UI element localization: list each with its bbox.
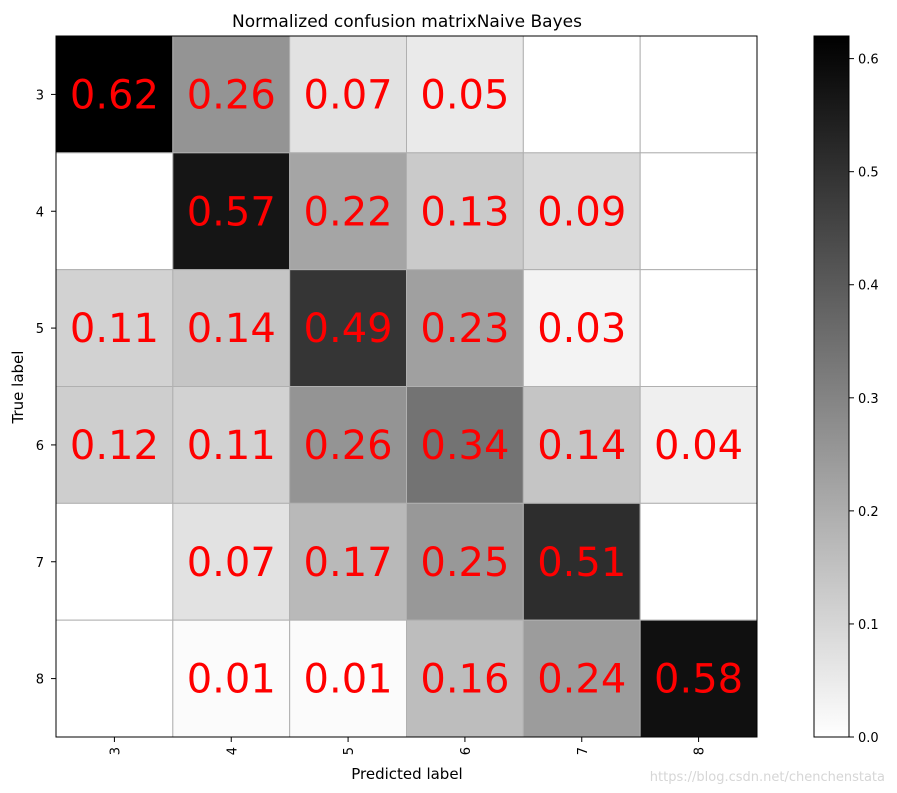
- colorbar-tick-label: 0.0: [858, 731, 879, 746]
- x-tick-label: 5: [342, 747, 357, 755]
- cell-value-label: 0.03: [537, 306, 626, 352]
- cell-value-label: 0.49: [304, 306, 393, 352]
- y-tick-label: 4: [36, 205, 44, 220]
- y-axis-ticks: 3 4 5 6 7 8: [36, 88, 56, 688]
- x-tick-label: 3: [108, 747, 123, 755]
- cell-value-label: 0.14: [187, 306, 276, 352]
- chart-title: Normalized confusion matrixNaive Bayes: [232, 12, 582, 32]
- cell-value-label: 0.12: [70, 423, 159, 469]
- heatmap-cell: [639, 619, 758, 738]
- plot-frame: [55, 35, 758, 738]
- heatmap-cell: [639, 152, 758, 271]
- cell-value-label: 0.13: [420, 189, 509, 235]
- heatmap-cell: [55, 152, 174, 271]
- heatmap-cell: [639, 269, 758, 387]
- colorbar-tick-label: 0.3: [858, 392, 879, 407]
- cell-value-label: 0.01: [304, 657, 393, 703]
- heatmap-cell-labels: 0.62 0.26 0.07 0.05 0.57 0.22 0.13 0.09 0.11 0.14…: [70, 72, 743, 702]
- x-axis-label: Predicted label: [351, 765, 462, 783]
- colorbar-tick-label: 0.1: [858, 618, 879, 633]
- cell-value-label: 0.51: [537, 540, 626, 586]
- cell-value-label: 0.05: [420, 72, 509, 118]
- cell-value-label: 0.17: [304, 540, 393, 586]
- cell-value-label: 0.34: [420, 423, 509, 469]
- heatmap-cell: [289, 502, 407, 621]
- cell-value-label: 0.11: [70, 306, 159, 352]
- cell-value-label: 0.26: [304, 423, 393, 469]
- heatmap-cell: [172, 502, 291, 621]
- cell-value-label: 0.58: [654, 657, 743, 703]
- heatmap-cell: [55, 35, 174, 154]
- colorbar-tick-label: 0.5: [858, 166, 879, 181]
- colorbar-tick-label: 0.6: [858, 53, 879, 68]
- heatmap-cell: [639, 35, 758, 154]
- colorbar-tick-label: 0.2: [858, 505, 879, 520]
- heatmap-cell: [406, 502, 524, 621]
- heatmap-cell: [406, 269, 524, 387]
- heatmap-cell: [522, 269, 641, 387]
- y-tick-label: 3: [36, 88, 44, 103]
- cell-value-label: 0.01: [187, 657, 276, 703]
- heatmap-cell: [522, 619, 641, 738]
- cell-value-label: 0.14: [537, 423, 626, 469]
- cell-value-label: 0.26: [187, 72, 276, 118]
- heatmap-cell: [289, 619, 407, 738]
- cell-value-label: 0.11: [187, 423, 276, 469]
- cell-value-label: 0.62: [70, 72, 159, 118]
- cell-value-label: 0.07: [304, 72, 393, 118]
- heatmap-cell: [522, 152, 641, 271]
- heatmap-cell: [172, 386, 291, 504]
- heatmap-cell: [522, 35, 641, 154]
- colorbar: [813, 35, 850, 738]
- heatmap-cell: [522, 386, 641, 504]
- heatmap-cell: [406, 386, 524, 504]
- cell-value-label: 0.04: [654, 423, 743, 469]
- cell-value-label: 0.22: [304, 189, 393, 235]
- cell-value-label: 0.24: [537, 657, 626, 703]
- x-tick-label: 4: [225, 747, 240, 755]
- heatmap-cells: [55, 35, 758, 738]
- colorbar-ticks: 0.0 0.1 0.2 0.3 0.4 0.5 0.6: [849, 53, 879, 746]
- cell-value-label: 0.16: [420, 657, 509, 703]
- heatmap-cell: [522, 502, 641, 621]
- y-tick-label: 5: [36, 322, 44, 337]
- x-tick-label: 7: [576, 747, 591, 755]
- heatmap-cell: [639, 502, 758, 621]
- y-tick-label: 7: [36, 556, 44, 571]
- x-axis-ticks: 3 4 5 6 7 8: [108, 737, 708, 755]
- heatmap-cell: [172, 152, 291, 271]
- cell-value-label: 0.57: [187, 189, 276, 235]
- y-tick-label: 8: [36, 673, 44, 688]
- heatmap-cell: [172, 35, 291, 154]
- heatmap-cell: [289, 386, 407, 504]
- heatmap-cell: [172, 269, 291, 387]
- x-tick-label: 8: [693, 747, 708, 755]
- heatmap-cell: [55, 619, 174, 738]
- cell-value-label: 0.09: [537, 189, 626, 235]
- cell-value-label: 0.25: [420, 540, 509, 586]
- cell-value-label: 0.23: [420, 306, 509, 352]
- heatmap-cell: [639, 386, 758, 504]
- cell-value-label: 0.07: [187, 540, 276, 586]
- y-tick-label: 6: [36, 439, 44, 454]
- watermark: https://blog.csdn.net/chenchenstata: [649, 770, 885, 785]
- y-axis-label: True label: [9, 351, 27, 425]
- heatmap-cell: [406, 35, 524, 154]
- heatmap-cell: [55, 386, 174, 504]
- heatmap-cell: [289, 152, 407, 271]
- heatmap-cell: [55, 502, 174, 621]
- colorbar-tick-label: 0.4: [858, 279, 879, 294]
- x-tick-label: 6: [459, 747, 474, 755]
